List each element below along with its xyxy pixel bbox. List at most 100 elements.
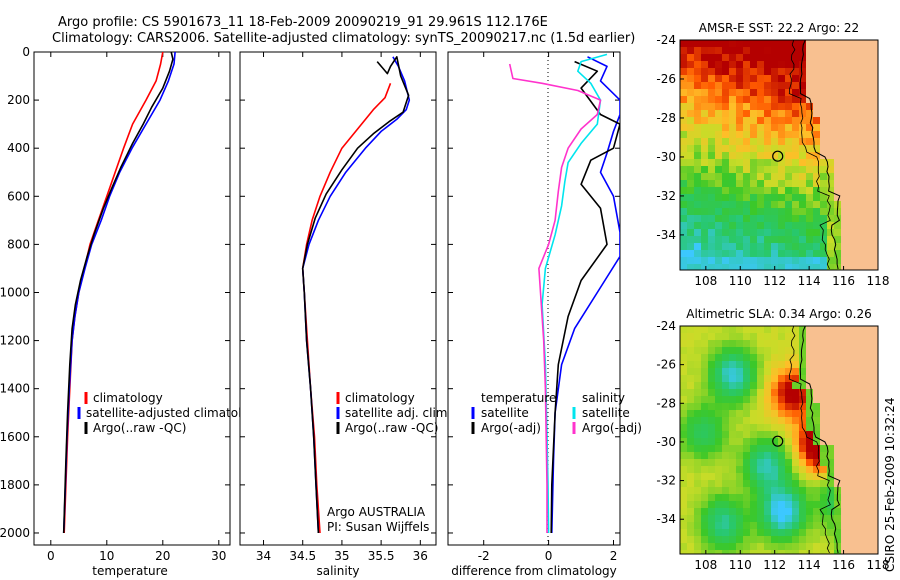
heatmap-cell <box>757 257 765 265</box>
heatmap-cell <box>708 403 716 411</box>
heatmap-cell <box>778 368 786 376</box>
heatmap-cell <box>799 459 807 467</box>
heatmap-cell <box>694 54 702 62</box>
heatmap-cell <box>687 354 695 362</box>
heatmap-cell <box>729 250 737 258</box>
sst-heatmap <box>680 40 878 270</box>
heatmap-cell <box>708 215 716 223</box>
heatmap-cell <box>680 208 688 216</box>
heatmap-cell <box>841 222 849 230</box>
heatmap-cell <box>827 487 835 495</box>
heatmap-cell <box>799 124 807 132</box>
heatmap-cell <box>771 515 779 523</box>
heatmap-cell <box>820 487 828 495</box>
heatmap-cell <box>750 208 758 216</box>
heatmap-cell <box>771 201 779 209</box>
heatmap-cell <box>750 40 758 48</box>
heatmap-cell <box>848 96 856 104</box>
heatmap-cell <box>834 68 842 76</box>
heatmap-cell <box>708 159 716 167</box>
heatmap-cell <box>729 473 737 481</box>
heatmap-cell <box>799 222 807 230</box>
heatmap-cell <box>848 82 856 90</box>
heatmap-cell <box>862 61 870 69</box>
heatmap-cell <box>771 410 779 418</box>
heatmap-cell <box>715 117 723 125</box>
heatmap-cell <box>813 257 821 265</box>
heatmap-cell <box>806 501 814 509</box>
heatmap-cell <box>876 264 878 270</box>
heatmap-cell <box>848 417 856 425</box>
heatmap-cell <box>820 382 828 390</box>
heatmap-cell <box>806 487 814 495</box>
heatmap-cell <box>813 159 821 167</box>
heatmap-cell <box>743 536 751 544</box>
heatmap-cell <box>708 424 716 432</box>
heatmap-cell <box>813 124 821 132</box>
heatmap-cell <box>743 222 751 230</box>
heatmap-cell <box>813 473 821 481</box>
heatmap-cell <box>771 61 779 69</box>
heatmap-cell <box>806 173 814 181</box>
heatmap-cell <box>687 68 695 76</box>
heatmap-cell <box>792 375 800 383</box>
heatmap-cell <box>715 431 723 439</box>
heatmap-cell <box>750 96 758 104</box>
heatmap-cell <box>736 382 744 390</box>
heatmap-cell <box>813 375 821 383</box>
heatmap-cell <box>834 347 842 355</box>
heatmap-cell <box>764 152 772 160</box>
heatmap-cell <box>729 354 737 362</box>
series-line-difference-from-climatology-3 <box>508 63 602 533</box>
heatmap-cell <box>806 166 814 174</box>
heatmap-cell <box>722 82 730 90</box>
heatmap-cell <box>785 243 793 251</box>
heatmap-cell <box>820 501 828 509</box>
heatmap-cell <box>687 529 695 537</box>
heatmap-cell <box>862 410 870 418</box>
heatmap-cell <box>729 396 737 404</box>
heatmap-cell <box>736 403 744 411</box>
heatmap-cell <box>729 431 737 439</box>
heatmap-cell <box>834 152 842 160</box>
heatmap-cell <box>778 515 786 523</box>
heatmap-cell <box>729 208 737 216</box>
heatmap-cell <box>820 536 828 544</box>
heatmap-cell <box>729 187 737 195</box>
y-tick-label: 400 <box>7 141 30 155</box>
heatmap-cell <box>848 124 856 132</box>
heatmap-cell <box>848 410 856 418</box>
heatmap-cell <box>785 96 793 104</box>
heatmap-cell <box>680 117 688 125</box>
heatmap-cell <box>771 131 779 139</box>
heatmap-cell <box>729 438 737 446</box>
heatmap-cell <box>806 180 814 188</box>
heatmap-cell <box>827 131 835 139</box>
heatmap-cell <box>876 375 878 383</box>
heatmap-cell <box>687 445 695 453</box>
heatmap-cell <box>757 410 765 418</box>
heatmap-cell <box>785 145 793 153</box>
heatmap-cell <box>792 257 800 265</box>
heatmap-cell <box>778 375 786 383</box>
heatmap-cell <box>855 96 863 104</box>
y-tick-label: -26 <box>656 72 676 86</box>
heatmap-cell <box>806 222 814 230</box>
heatmap-cell <box>778 382 786 390</box>
x-tick-label: 116 <box>832 558 855 572</box>
heatmap-cell <box>820 75 828 83</box>
heatmap-cell <box>701 75 709 83</box>
heatmap-cell <box>736 368 744 376</box>
heatmap-cell <box>687 480 695 488</box>
heatmap-cell <box>708 389 716 397</box>
heatmap-cell <box>680 473 688 481</box>
heatmap-cell <box>701 138 709 146</box>
heatmap-cell <box>687 208 695 216</box>
x-tick-label: 116 <box>832 274 855 288</box>
heatmap-cell <box>736 333 744 341</box>
heatmap-cell <box>799 354 807 362</box>
heatmap-cell <box>750 187 758 195</box>
heatmap-cell <box>708 201 716 209</box>
heatmap-cell <box>820 473 828 481</box>
heatmap-cell <box>876 501 878 509</box>
